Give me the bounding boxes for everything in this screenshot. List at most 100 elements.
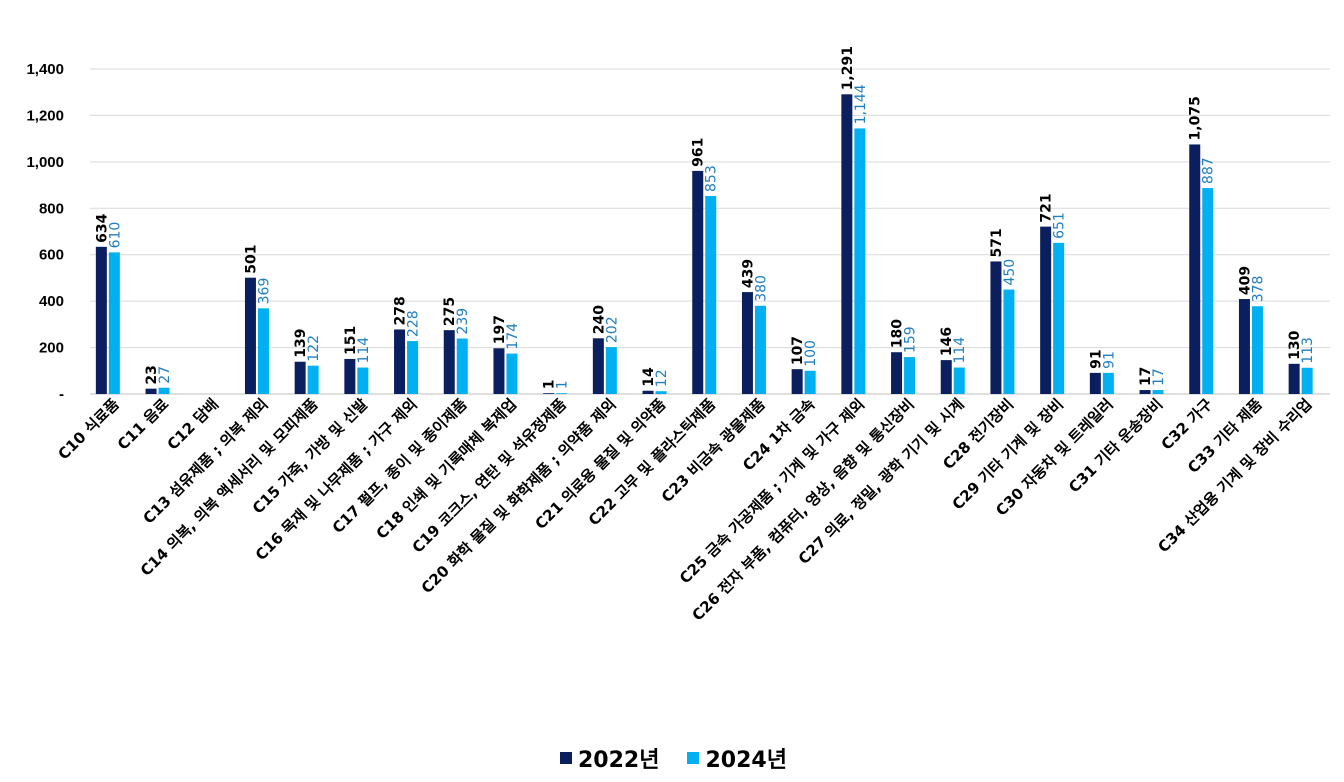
bar-2024	[605, 347, 617, 394]
bar-2024	[953, 367, 965, 394]
data-label-2022: 23	[144, 365, 160, 384]
bar-2024	[1202, 188, 1214, 394]
bar-2022	[592, 338, 604, 394]
bar-2022	[1238, 299, 1250, 394]
legend-swatch-2022	[560, 752, 572, 764]
bar-2022	[692, 170, 704, 394]
data-label-2022: 275	[442, 297, 458, 326]
data-label-2022: 1	[542, 379, 558, 389]
bar-2024	[357, 367, 369, 394]
data-label-2024: 651	[1052, 212, 1068, 239]
bar-2024	[904, 357, 916, 394]
bar-2024	[506, 353, 518, 394]
bar-2022	[1040, 226, 1052, 394]
bar-2024	[108, 252, 120, 394]
data-label-2022: 1,075	[1188, 96, 1204, 140]
bar-2022	[294, 361, 306, 394]
y-tick-label: -	[59, 386, 64, 403]
data-label-2024: 114	[356, 337, 372, 364]
data-label-2024: 12	[654, 369, 670, 387]
bar-2024	[1053, 242, 1065, 394]
bars	[95, 94, 1313, 394]
bar-2024	[1301, 367, 1313, 394]
bar-2022	[642, 390, 654, 394]
data-label-2022: 409	[1237, 266, 1253, 295]
bar-2024	[854, 128, 866, 394]
bar-2022	[543, 393, 555, 394]
data-label-2024: 887	[1201, 157, 1217, 184]
data-label-2024: 174	[505, 323, 521, 350]
data-label-2024: 27	[157, 366, 173, 384]
bar-2022	[344, 358, 356, 394]
bar-2022	[394, 329, 406, 394]
y-tick-label: 1,000	[26, 154, 64, 171]
bar-2022	[940, 360, 952, 394]
data-label-2024: 369	[256, 278, 272, 305]
data-label-2024: 1,144	[853, 84, 869, 124]
data-label-2022: 17	[1138, 367, 1154, 386]
data-label-2022: 130	[1287, 330, 1303, 359]
bar-2022	[443, 330, 455, 394]
bar-2022	[741, 292, 753, 394]
y-tick-label: 600	[39, 247, 64, 264]
bar-2022	[990, 261, 1002, 394]
data-label-2022: 1,291	[840, 46, 856, 90]
bar-2024	[1152, 390, 1164, 394]
bar-2024	[705, 195, 717, 394]
data-label-2022: 151	[343, 326, 359, 355]
legend-item-2024: 2024년	[687, 742, 787, 774]
bar-2024	[556, 393, 568, 394]
data-label-2024: 113	[1300, 337, 1316, 364]
bar-2024	[158, 387, 170, 394]
bar-2024	[1102, 372, 1114, 394]
data-label-2024: 228	[406, 310, 422, 337]
data-label-2022: 634	[94, 213, 110, 242]
y-tick-label: 1,400	[26, 61, 64, 78]
data-label-2024: 17	[1151, 368, 1167, 386]
data-label-2022: 240	[591, 305, 607, 334]
data-label-2024: 853	[704, 165, 720, 192]
data-label-2022: 14	[641, 367, 657, 387]
bar-2022	[1139, 390, 1151, 394]
data-label-2022: 197	[492, 315, 508, 344]
legend-label-2024: 2024년	[705, 748, 787, 773]
data-label-2024: 450	[1002, 259, 1018, 286]
data-label-2024: 114	[952, 337, 968, 364]
bar-2024	[655, 391, 667, 394]
bar-2022	[95, 246, 107, 394]
bar-2024	[407, 341, 419, 394]
bar-2024	[456, 338, 468, 394]
bar-2024	[1003, 289, 1015, 394]
data-label-2022: 721	[1039, 193, 1055, 222]
bar-2022	[1189, 144, 1201, 394]
category-label: C25 금속 가공제품 ; 기계 및 가구 제외	[676, 395, 868, 587]
y-tick-label: 400	[39, 293, 64, 310]
bar-2022	[1089, 372, 1101, 394]
bar-2024	[754, 305, 766, 394]
data-label-2022: 180	[890, 319, 906, 348]
data-label-2022: 146	[939, 327, 955, 356]
category-label: C31 기타 운송장비	[1065, 395, 1166, 496]
bar-2024	[307, 365, 319, 394]
data-label-2024: 378	[1250, 276, 1266, 303]
y-tick-label: 1,200	[26, 107, 64, 124]
category-label: C11 음료	[114, 395, 173, 454]
category-label: C10 식료품	[54, 395, 122, 463]
y-tick-label: 200	[39, 340, 64, 357]
y-tick-label: 800	[39, 200, 64, 217]
y-axis: - 200 400 600 800 1,000 1,200 1,400	[26, 61, 64, 403]
bar-2022	[493, 348, 505, 394]
data-label-2024: 380	[753, 275, 769, 302]
legend-swatch-2024	[687, 752, 700, 764]
bar-2022	[891, 352, 903, 394]
bar-2024	[804, 370, 816, 394]
data-label-2022: 139	[293, 328, 309, 357]
data-label-2024: 159	[903, 326, 919, 353]
legend: 2022년 2024년	[560, 742, 787, 774]
bar-2022	[841, 94, 853, 394]
data-label-2024: 610	[107, 222, 123, 249]
bar-2022	[244, 277, 256, 394]
